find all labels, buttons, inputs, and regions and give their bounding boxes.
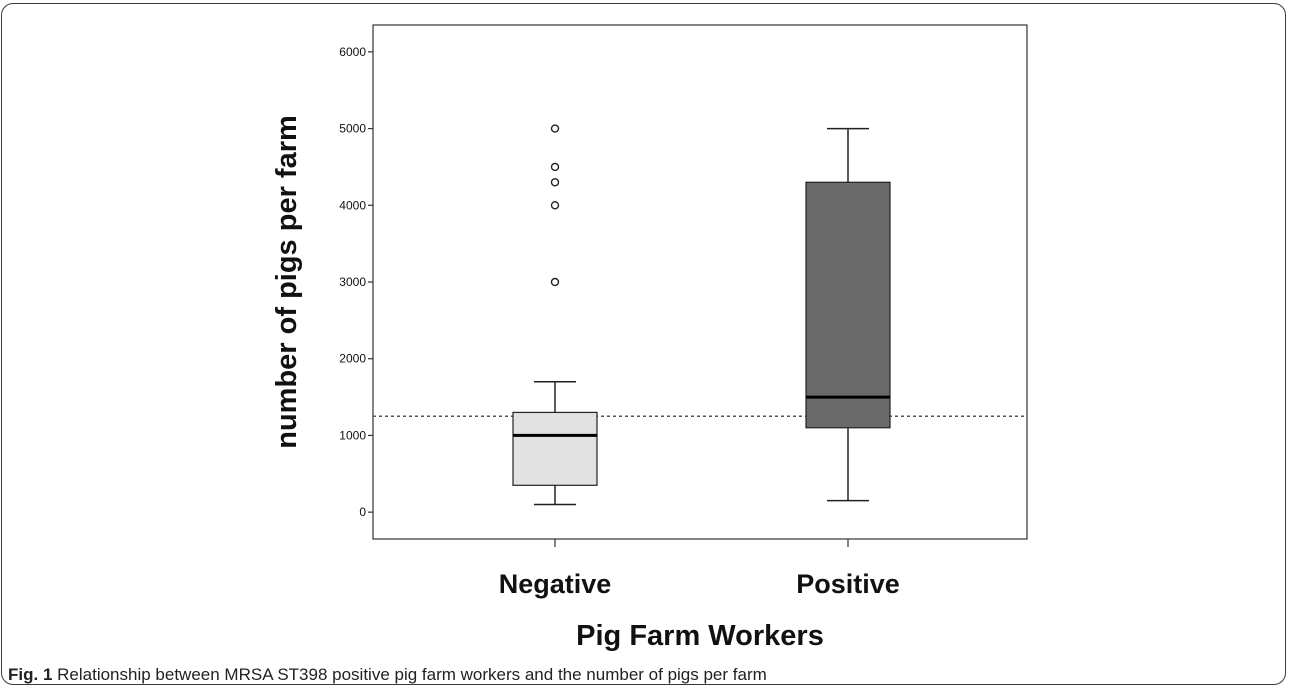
y-tick-label: 3000 <box>339 275 366 289</box>
box-positive <box>805 127 891 502</box>
y-axis: 0 1000 2000 3000 4000 5000 6000 <box>339 45 373 519</box>
caption-label: Fig. 1 <box>8 665 53 684</box>
y-tick-label: 0 <box>359 505 366 519</box>
outlier-point <box>550 162 560 172</box>
outlier-point <box>550 178 560 187</box>
iqr-box <box>512 411 598 486</box>
x-axis: Negative Positive <box>499 539 900 599</box>
y-tick-label: 6000 <box>339 45 366 59</box>
y-axis-title: number of pigs per farm <box>271 115 303 449</box>
figure-frame <box>1 3 1286 685</box>
y-tick-label: 1000 <box>339 428 366 442</box>
boxes <box>512 124 891 506</box>
figure-caption: Fig. 1 Relationship between MRSA ST398 p… <box>8 665 767 685</box>
outlier-point <box>550 201 560 210</box>
x-category-label: Negative <box>499 569 612 599</box>
caption-text: Relationship between MRSA ST398 positive… <box>57 665 767 684</box>
plot-area <box>372 24 1028 540</box>
y-tick-label: 4000 <box>339 198 366 212</box>
y-tick-label: 5000 <box>339 122 366 136</box>
iqr-box <box>805 181 891 429</box>
outlier-point <box>550 124 560 133</box>
box-negative <box>512 124 598 506</box>
x-category-label: Positive <box>796 569 900 599</box>
x-axis-title: Pig Farm Workers <box>576 620 824 652</box>
outlier-point <box>550 277 560 287</box>
y-tick-label: 2000 <box>339 352 366 366</box>
